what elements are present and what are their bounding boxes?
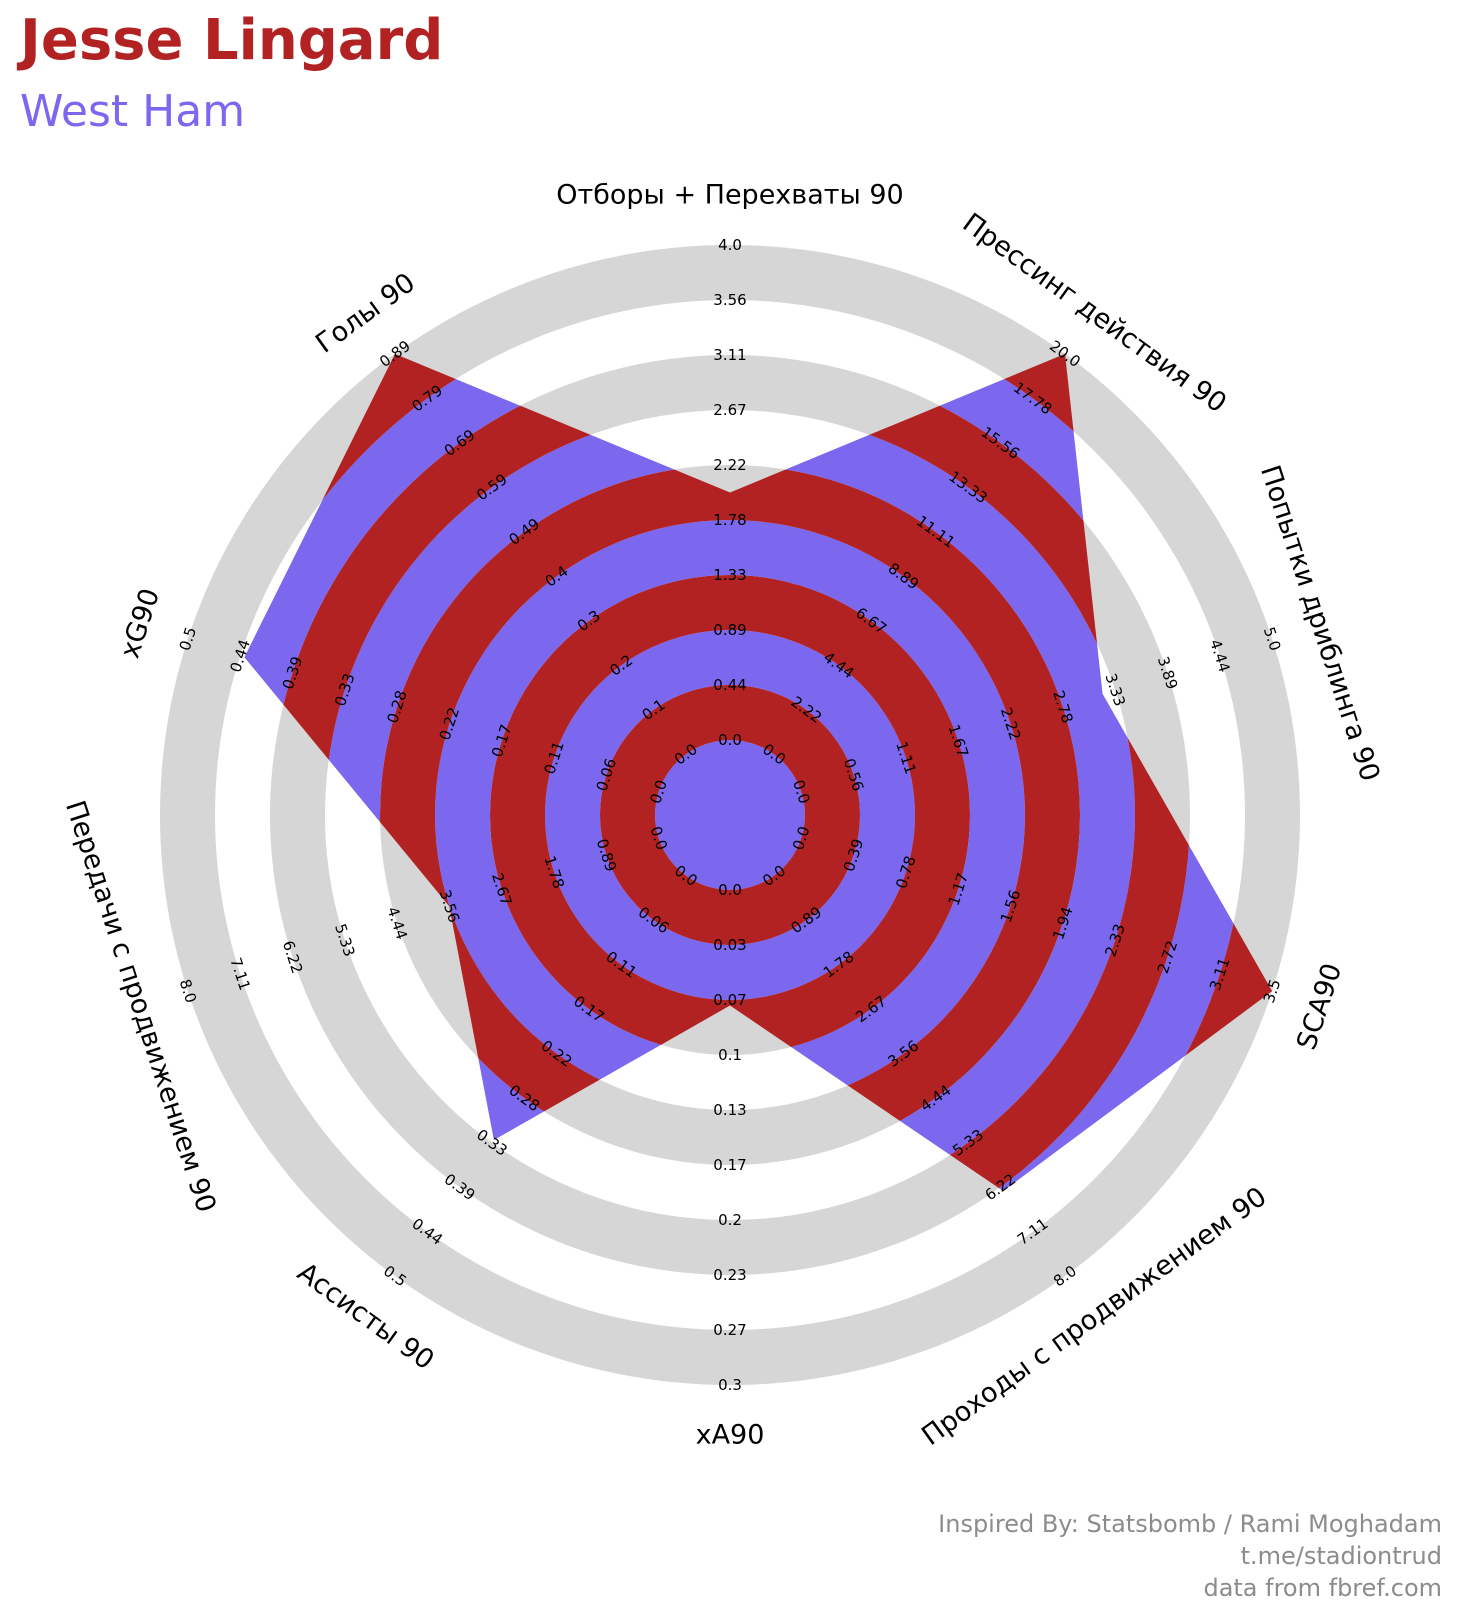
player-polygon (244, 353, 1273, 1191)
tick-label: 3.56 (713, 291, 746, 309)
team-name: West Ham (20, 86, 246, 137)
tick-label: 1.78 (713, 511, 746, 529)
tick-label: 0.13 (713, 1101, 746, 1119)
tick-label: 4.0 (718, 236, 742, 254)
tick-label: 0.17 (713, 1156, 746, 1174)
tick-label: 0.0 (718, 881, 742, 899)
tick-label: 0.2 (718, 1211, 742, 1229)
tick-label: 0.44 (713, 676, 746, 694)
tick-label: 0.07 (713, 991, 746, 1009)
tick-label: 2.67 (713, 401, 746, 419)
tick-label: 0.0 (718, 731, 742, 749)
tick-label: 2.22 (713, 456, 746, 474)
axis-label: xG90 (115, 585, 167, 662)
tick-label: 0.3 (718, 1376, 742, 1394)
tick-label: 1.33 (713, 566, 746, 584)
credit-telegram: t.me/stadiontrud (1240, 1542, 1442, 1570)
axis-label: SCA90 (1291, 960, 1348, 1054)
player-band (545, 630, 915, 1000)
tick-label: 0.1 (718, 1046, 742, 1064)
axis-label: xA90 (696, 1420, 765, 1451)
player-band (600, 685, 860, 945)
tick-label: 3.11 (713, 346, 746, 364)
player-name: Jesse Lingard (20, 8, 444, 73)
tick-label: 0.23 (713, 1266, 746, 1284)
axis-label: Отборы + Перехваты 90 (556, 180, 903, 211)
credit-source: data from fbref.com (1203, 1574, 1442, 1602)
tick-label: 0.27 (713, 1321, 746, 1339)
credit-inspired: Inspired By: Statsbomb / Rami Moghadam (938, 1510, 1442, 1538)
credits: Inspired By: Statsbomb / Rami Moghadam t… (938, 1508, 1442, 1604)
tick-label: 0.03 (713, 936, 746, 954)
tick-label: 0.89 (713, 621, 746, 639)
player-core (655, 740, 805, 890)
